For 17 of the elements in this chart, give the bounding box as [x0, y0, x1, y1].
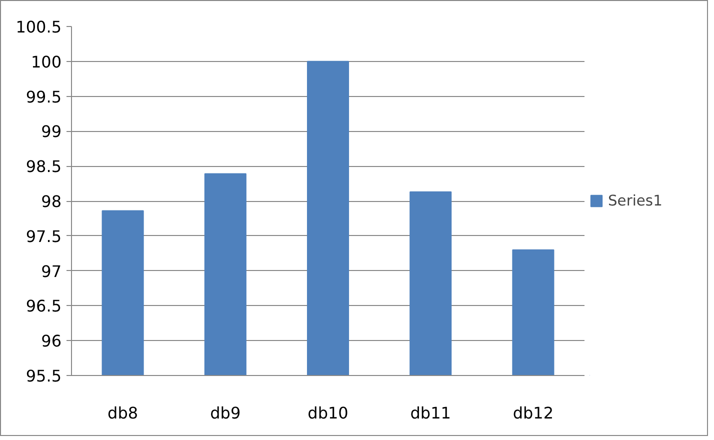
x-tick-label: db8 [108, 404, 138, 422]
y-tick-label: 99.5 [26, 87, 62, 106]
y-tick-label: 96 [41, 332, 62, 351]
y-tick-label: 100 [30, 52, 62, 72]
y-tick-label: 97 [41, 262, 62, 281]
y-tick-label: 95.5 [26, 366, 62, 386]
x-tick-label: db12 [512, 404, 554, 422]
y-tick-label: 97.5 [26, 226, 62, 246]
legend-label: Series1 [608, 192, 662, 209]
x-tick-label: db9 [210, 404, 241, 422]
y-tick-label: 98 [41, 192, 62, 211]
y-tick-label: 96.5 [26, 296, 62, 316]
y-tick-label: 98.5 [26, 157, 62, 176]
y-tick-label: 99 [41, 122, 62, 142]
x-tick-label: db11 [410, 404, 451, 422]
x-tick-label: db10 [308, 404, 348, 422]
y-tick-label: 100.5 [16, 18, 62, 36]
